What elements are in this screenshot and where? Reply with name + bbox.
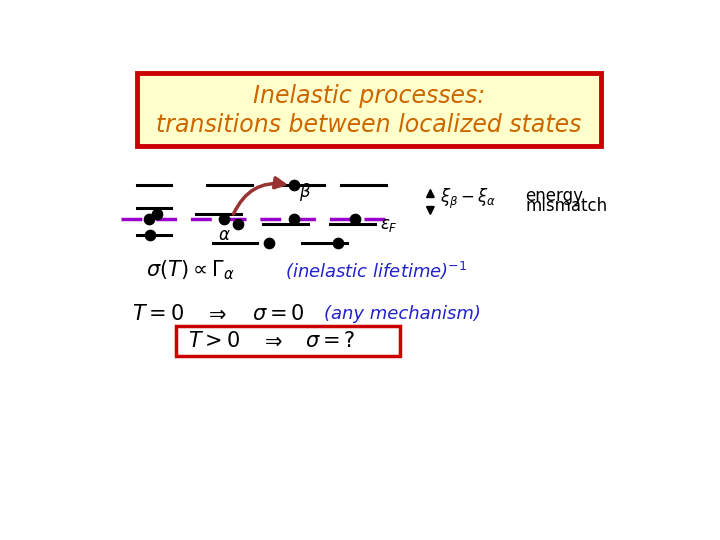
Text: $\beta$: $\beta$: [300, 181, 311, 203]
Point: [232, 219, 243, 228]
Text: (any mechanism): (any mechanism): [324, 305, 481, 323]
Text: $\sigma = ?$: $\sigma = ?$: [305, 331, 355, 351]
Text: $\Rightarrow$: $\Rightarrow$: [260, 332, 283, 350]
Point: [263, 239, 274, 247]
Text: $\epsilon_F$: $\epsilon_F$: [380, 216, 398, 234]
Point: [333, 239, 344, 247]
Point: [218, 214, 230, 223]
FancyBboxPatch shape: [138, 73, 600, 146]
FancyBboxPatch shape: [176, 326, 400, 356]
Text: $\sigma = 0$: $\sigma = 0$: [252, 304, 305, 325]
Point: [145, 231, 156, 240]
Text: transitions between localized states: transitions between localized states: [156, 113, 582, 137]
Point: [288, 214, 300, 223]
Text: (inelastic lifetime)$^{-1}$: (inelastic lifetime)$^{-1}$: [285, 260, 467, 282]
Text: mismatch: mismatch: [526, 197, 608, 215]
Text: $\sigma(T) \propto \Gamma_\alpha$: $\sigma(T) \propto \Gamma_\alpha$: [145, 259, 235, 282]
Point: [288, 181, 300, 190]
Point: [143, 214, 154, 223]
Point: [151, 210, 163, 218]
Text: $T = 0$: $T = 0$: [132, 304, 184, 325]
Text: energy: energy: [526, 187, 583, 205]
Point: [349, 214, 361, 223]
Text: Inelastic processes:: Inelastic processes:: [253, 84, 485, 108]
Text: $\xi_\beta - \xi_\alpha$: $\xi_\beta - \xi_\alpha$: [441, 187, 497, 211]
Text: $T > 0$: $T > 0$: [188, 331, 240, 351]
Text: $\alpha$: $\alpha$: [217, 226, 230, 244]
Text: $\Rightarrow$: $\Rightarrow$: [204, 305, 227, 324]
